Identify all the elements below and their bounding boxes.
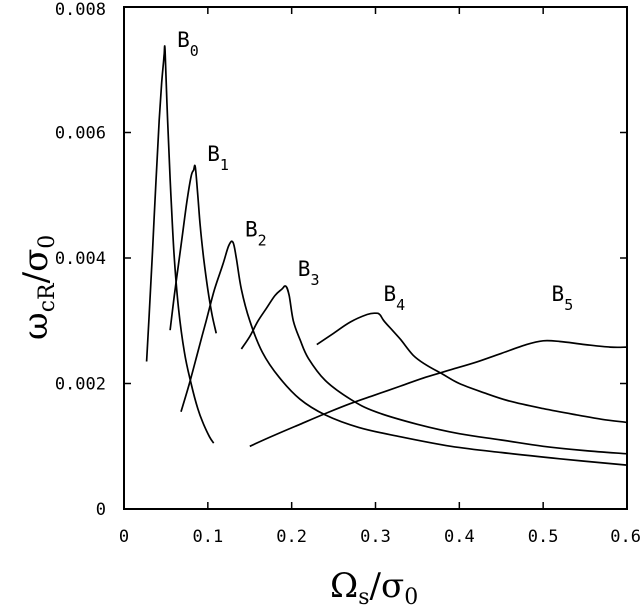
x-tick-label: 0	[119, 527, 129, 547]
series-line-b1	[169, 164, 218, 334]
series-label-b2: B2	[245, 217, 267, 249]
series-line-b5	[249, 339, 628, 448]
x-tick-label: 0.6	[610, 527, 641, 547]
x-tick-label: 0.4	[444, 527, 475, 547]
x-tick-label: 0.1	[192, 527, 223, 547]
series-line-b3	[240, 285, 628, 455]
series-label-b4: B4	[384, 282, 406, 314]
tick-marks	[123, 6, 628, 510]
x-axis-label: Ωs/σ0	[330, 566, 418, 610]
y-tick-label: 0	[96, 500, 106, 520]
x-tick-label: 0.3	[360, 527, 391, 547]
y-axis-label: ωcR/σ0	[16, 235, 60, 340]
y-tick-label: 0.002	[55, 375, 106, 395]
y-tick-label: 0.008	[55, 0, 106, 20]
series-label-b3: B3	[298, 257, 320, 289]
curves	[145, 45, 628, 466]
x-tick-label: 0.2	[276, 527, 307, 547]
curve-labels: B0 B1 B2 B3 B4 B5	[177, 28, 573, 314]
x-tick-label: 0.5	[528, 527, 559, 547]
y-tick-label: 0.004	[55, 249, 106, 269]
series-line-b2	[180, 240, 628, 466]
series-line-b4	[316, 312, 628, 424]
y-tick-label: 0.006	[55, 124, 106, 144]
series-label-b5: B5	[552, 282, 574, 314]
series-label-b0: B0	[177, 28, 199, 60]
plot-frame	[123, 6, 628, 510]
series-line-b0	[145, 45, 215, 444]
tick-labels: 0 0.1 0.2 0.3 0.4 0.5 0.6 0 0.002 0.004 0.006 0.008	[55, 0, 641, 547]
series-label-b1: B1	[207, 142, 229, 174]
